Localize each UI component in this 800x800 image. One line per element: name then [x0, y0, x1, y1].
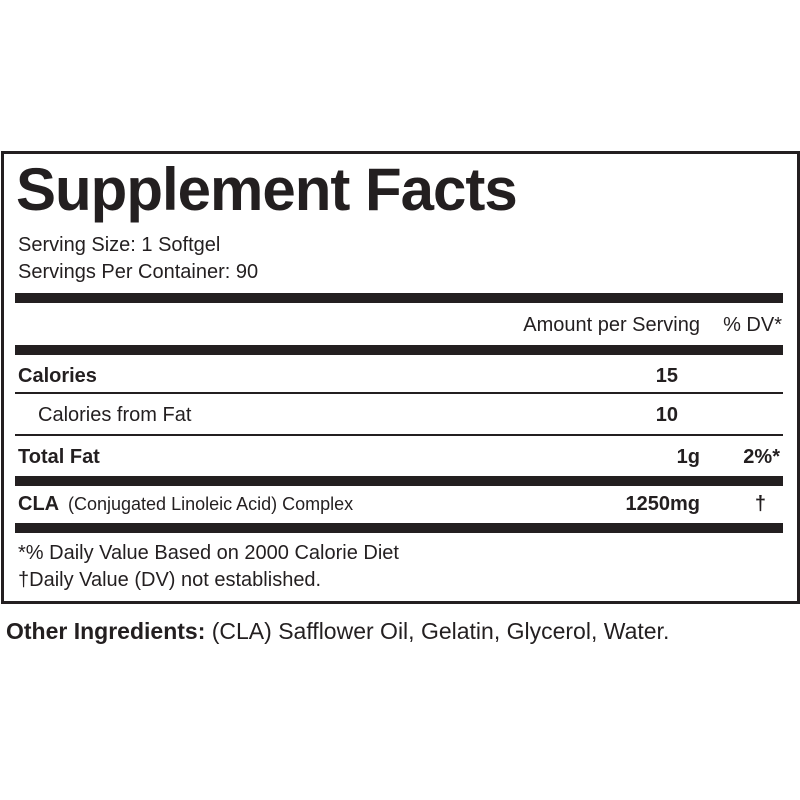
other-ingredients-label: Other Ingredients: [6, 618, 206, 644]
divider [15, 523, 783, 533]
row-dv: † [754, 493, 766, 515]
header-amount: Amount per Serving [523, 314, 700, 336]
divider [15, 345, 783, 355]
divider [15, 476, 783, 486]
row-name: Calories [18, 365, 97, 387]
row-amount: 15 [655, 365, 678, 387]
header-dv: % DV* [723, 314, 782, 336]
row-amount: 10 [655, 404, 678, 426]
divider [15, 392, 783, 394]
row-description: (Conjugated Linoleic Acid) Complex [68, 494, 354, 514]
divider [15, 293, 783, 303]
servings-per-container: Servings Per Container: 90 [18, 261, 259, 283]
other-ingredients: Other Ingredients: (CLA) Safflower Oil, … [6, 620, 669, 643]
other-ingredients-text: (CLA) Safflower Oil, Gelatin, Glycerol, … [211, 618, 670, 644]
row-amount: 1g [676, 446, 700, 468]
title: Supplement Facts [16, 156, 518, 223]
row-amount: 1250mg [625, 493, 701, 515]
facts-box [1, 151, 800, 604]
row-name: Total Fat [18, 446, 100, 468]
divider [15, 434, 783, 436]
row-name: Calories from Fat [38, 404, 192, 426]
footnote: *% Daily Value Based on 2000 Calorie Die… [18, 542, 399, 564]
serving-size: Serving Size: 1 Softgel [18, 234, 221, 256]
footnote: †Daily Value (DV) not established. [18, 569, 322, 591]
row-dv: 2%* [743, 446, 780, 468]
row-name: CLA [18, 493, 60, 515]
